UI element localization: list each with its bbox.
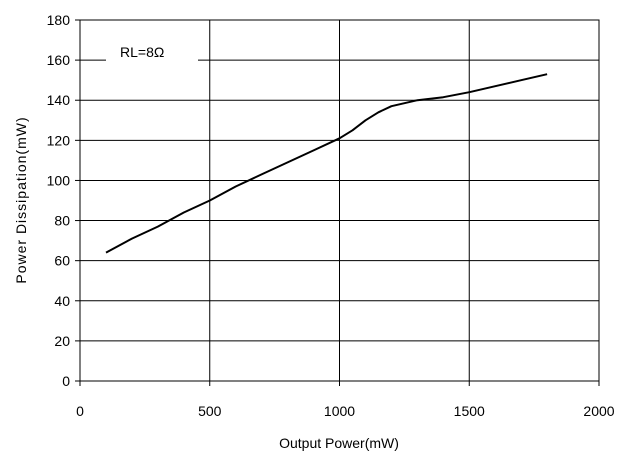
x-tick-label: 0 xyxy=(76,403,84,419)
load-annotation: RL=8Ω xyxy=(106,34,198,70)
grid-lines xyxy=(75,19,600,386)
y-tick-label: 80 xyxy=(54,213,70,229)
series-line xyxy=(105,73,548,254)
plot-frame xyxy=(79,19,600,382)
x-tick-label: 1000 xyxy=(324,403,355,419)
y-tick-label: 120 xyxy=(47,132,71,148)
y-tick-label: 60 xyxy=(54,253,70,269)
y-tick-label: 40 xyxy=(54,293,70,309)
y-axis-title: Power Dissipation(mW) xyxy=(13,116,29,283)
y-tick-label: 160 xyxy=(47,52,71,68)
plot-area xyxy=(105,73,548,254)
y-tick-label: 20 xyxy=(54,333,70,349)
y-tick-label: 0 xyxy=(62,373,70,389)
y-tick-label: 140 xyxy=(47,92,71,108)
x-tick-label: 1500 xyxy=(454,403,485,419)
x-axis-title: Output Power(mW) xyxy=(279,435,399,451)
annotation-label: RL=8Ω xyxy=(120,44,164,60)
tick-labels: 0 20 40 60 80 100 120 140 160 180 0 500 1000 1500 2000 xyxy=(47,12,615,419)
y-tick-label: 100 xyxy=(47,172,71,188)
x-tick-label: 500 xyxy=(198,403,222,419)
annotation-background xyxy=(106,34,198,70)
y-tick-label: 180 xyxy=(47,12,71,28)
x-tick-label: 2000 xyxy=(583,403,614,419)
